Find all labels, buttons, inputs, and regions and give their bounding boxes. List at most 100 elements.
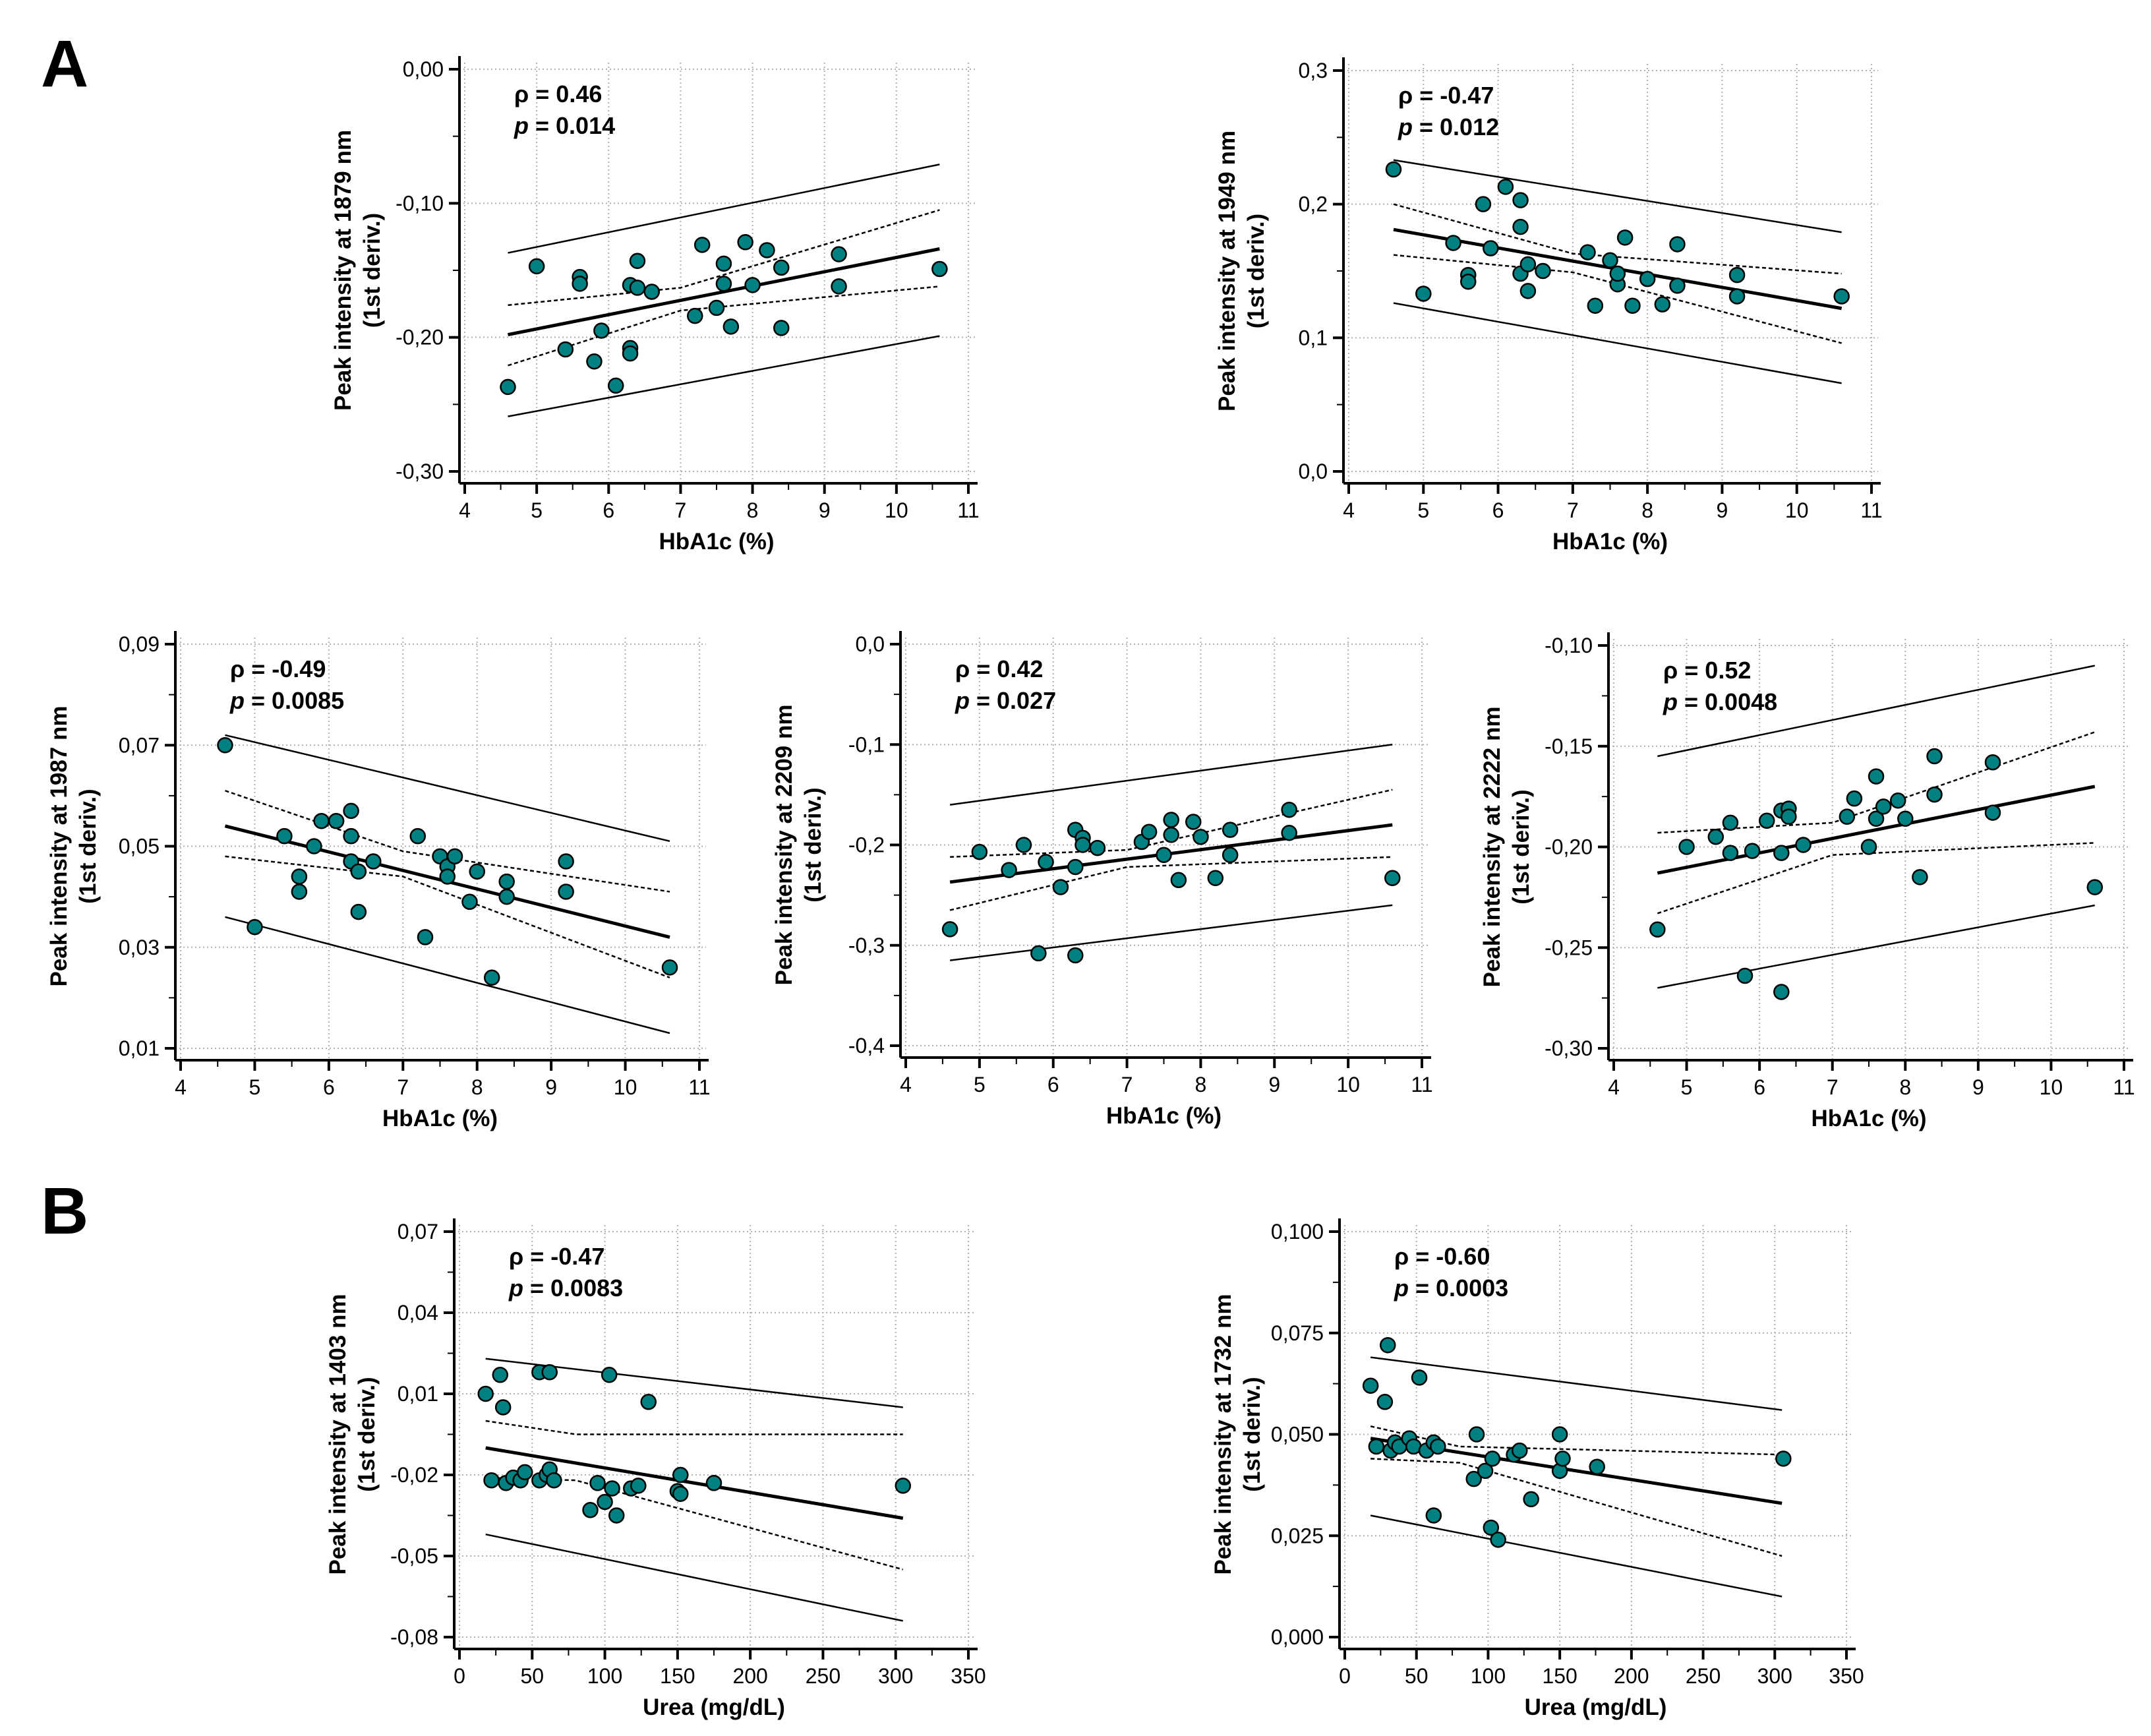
y-tick-label: -0,30 (1545, 1036, 1593, 1060)
y-tick-label: 0,1 (1299, 326, 1328, 349)
scatter-panel-5: 4 5 6 7 8 9 10 11 -0,30 -0,25 -0,20 -0,15 -0,10 HbA1c… (1479, 632, 2135, 1131)
data-point (1897, 810, 1914, 827)
y-axis-label: (1st deriv.) (800, 787, 826, 902)
x-tick-label: 11 (1411, 1073, 1432, 1096)
data-point (1030, 945, 1047, 962)
data-point (313, 812, 330, 829)
x-tick-label: 0 (454, 1664, 465, 1688)
data-point (1519, 256, 1537, 273)
x-tick-label: 10 (1336, 1073, 1360, 1096)
data-point (1465, 1470, 1482, 1487)
x-tick-label: 10 (1785, 498, 1809, 522)
rho-annotation: ρ = 0.52 (1663, 657, 1751, 684)
x-tick-label: 4 (1608, 1075, 1620, 1099)
data-point (1926, 786, 1943, 803)
x-tick-label: 9 (1268, 1073, 1280, 1096)
x-tick-label: 350 (1829, 1664, 1864, 1688)
data-point (1639, 270, 1656, 287)
data-point (328, 812, 345, 829)
confidence-band-lower (1393, 254, 1842, 344)
data-point (744, 277, 761, 293)
data-point (629, 280, 646, 296)
data-point (1460, 273, 1477, 290)
data-point (1875, 798, 1892, 815)
data-point (1163, 827, 1179, 843)
x-tick-label: 100 (587, 1664, 622, 1688)
x-axis-label: HbA1c (%) (1552, 529, 1668, 554)
p-symbol: p (1394, 1274, 1409, 1302)
y-tick-label: 0,050 (1271, 1423, 1324, 1447)
data-point (1722, 845, 1739, 861)
data-point (1926, 748, 1943, 765)
x-tick-label: 0 (1339, 1664, 1351, 1688)
data-point (546, 1472, 562, 1489)
scatter-panel-1: 4 5 6 7 8 9 10 11 -0,30 -0,20 -0,10 0,00 HbA1c (%) Pe… (330, 56, 980, 554)
data-point (1728, 288, 1746, 305)
p-symbol: p (514, 112, 529, 139)
data-point (492, 1367, 509, 1383)
data-point (1707, 828, 1724, 845)
data-point (1497, 179, 1514, 195)
rho-annotation: ρ = 0.46 (514, 80, 602, 107)
prediction-band-lower (1657, 904, 2096, 989)
data-point (461, 893, 478, 911)
data-point (1728, 266, 1746, 284)
data-point (1362, 1377, 1379, 1394)
y-axis-label: (1st deriv.) (1508, 789, 1534, 904)
data-point (1156, 847, 1172, 863)
confidence-band-upper (508, 209, 940, 307)
data-point (1624, 297, 1641, 314)
data-point (1385, 161, 1402, 178)
x-tick-label: 6 (1492, 498, 1504, 522)
x-tick-label: 11 (688, 1075, 710, 1099)
y-tick-label: -0,10 (1545, 634, 1593, 657)
data-point (1833, 288, 1850, 305)
regression-line (1657, 785, 2096, 875)
data-point (831, 246, 847, 262)
data-point (1554, 1451, 1571, 1467)
prediction-band-lower (485, 1533, 903, 1622)
data-point (343, 827, 359, 845)
data-point (1912, 869, 1928, 885)
y-axis-label: Peak intensity at 2209 nm (771, 704, 797, 985)
x-tick-label: 150 (1542, 1664, 1577, 1688)
y-tick-label: -0,10 (396, 191, 444, 215)
data-point (1535, 262, 1551, 280)
data-point (708, 299, 725, 316)
data-point (1477, 1462, 1494, 1480)
data-point (715, 276, 732, 292)
y-tick-label: -0,2 (848, 833, 885, 857)
y-tick-label: 0,09 (119, 632, 160, 656)
data-point (483, 1472, 500, 1489)
y-axis-label: Peak intensity at 1949 nm (1214, 131, 1240, 411)
data-point (661, 959, 678, 976)
data-point (601, 1367, 618, 1383)
y-tick-label: -0,15 (1545, 734, 1593, 758)
data-point (558, 883, 574, 900)
p-value-annotation: p = 0.012 (1398, 113, 1499, 140)
x-axis-label: Urea (mg/dL) (1525, 1694, 1667, 1720)
x-tick-label: 7 (1567, 498, 1579, 522)
rho-annotation: ρ = -0.47 (509, 1243, 604, 1270)
p-symbol: p (1663, 688, 1678, 715)
data-point (1609, 265, 1626, 282)
x-tick-label: 9 (1972, 1075, 1984, 1099)
data-point (931, 260, 948, 278)
data-point (291, 868, 308, 885)
data-point (1368, 1438, 1385, 1455)
data-point (1846, 790, 1863, 807)
y-tick-label: 0,025 (1271, 1524, 1324, 1547)
data-point (1669, 236, 1686, 253)
y-tick-label: 0,01 (398, 1382, 438, 1406)
data-point (1411, 1369, 1428, 1386)
rho-annotation: ρ = -0.60 (1394, 1243, 1490, 1270)
rho-annotation: ρ = -0.47 (1398, 82, 1494, 109)
data-point (1512, 1442, 1528, 1459)
data-point (589, 1475, 606, 1491)
data-point (1587, 297, 1604, 314)
regression-line (485, 1446, 904, 1520)
y-tick-label: 0,04 (398, 1301, 438, 1325)
confidence-band-lower (485, 1476, 904, 1571)
rho-annotation: ρ = 0.42 (955, 655, 1043, 682)
p-value: = 0.014 (529, 112, 615, 139)
